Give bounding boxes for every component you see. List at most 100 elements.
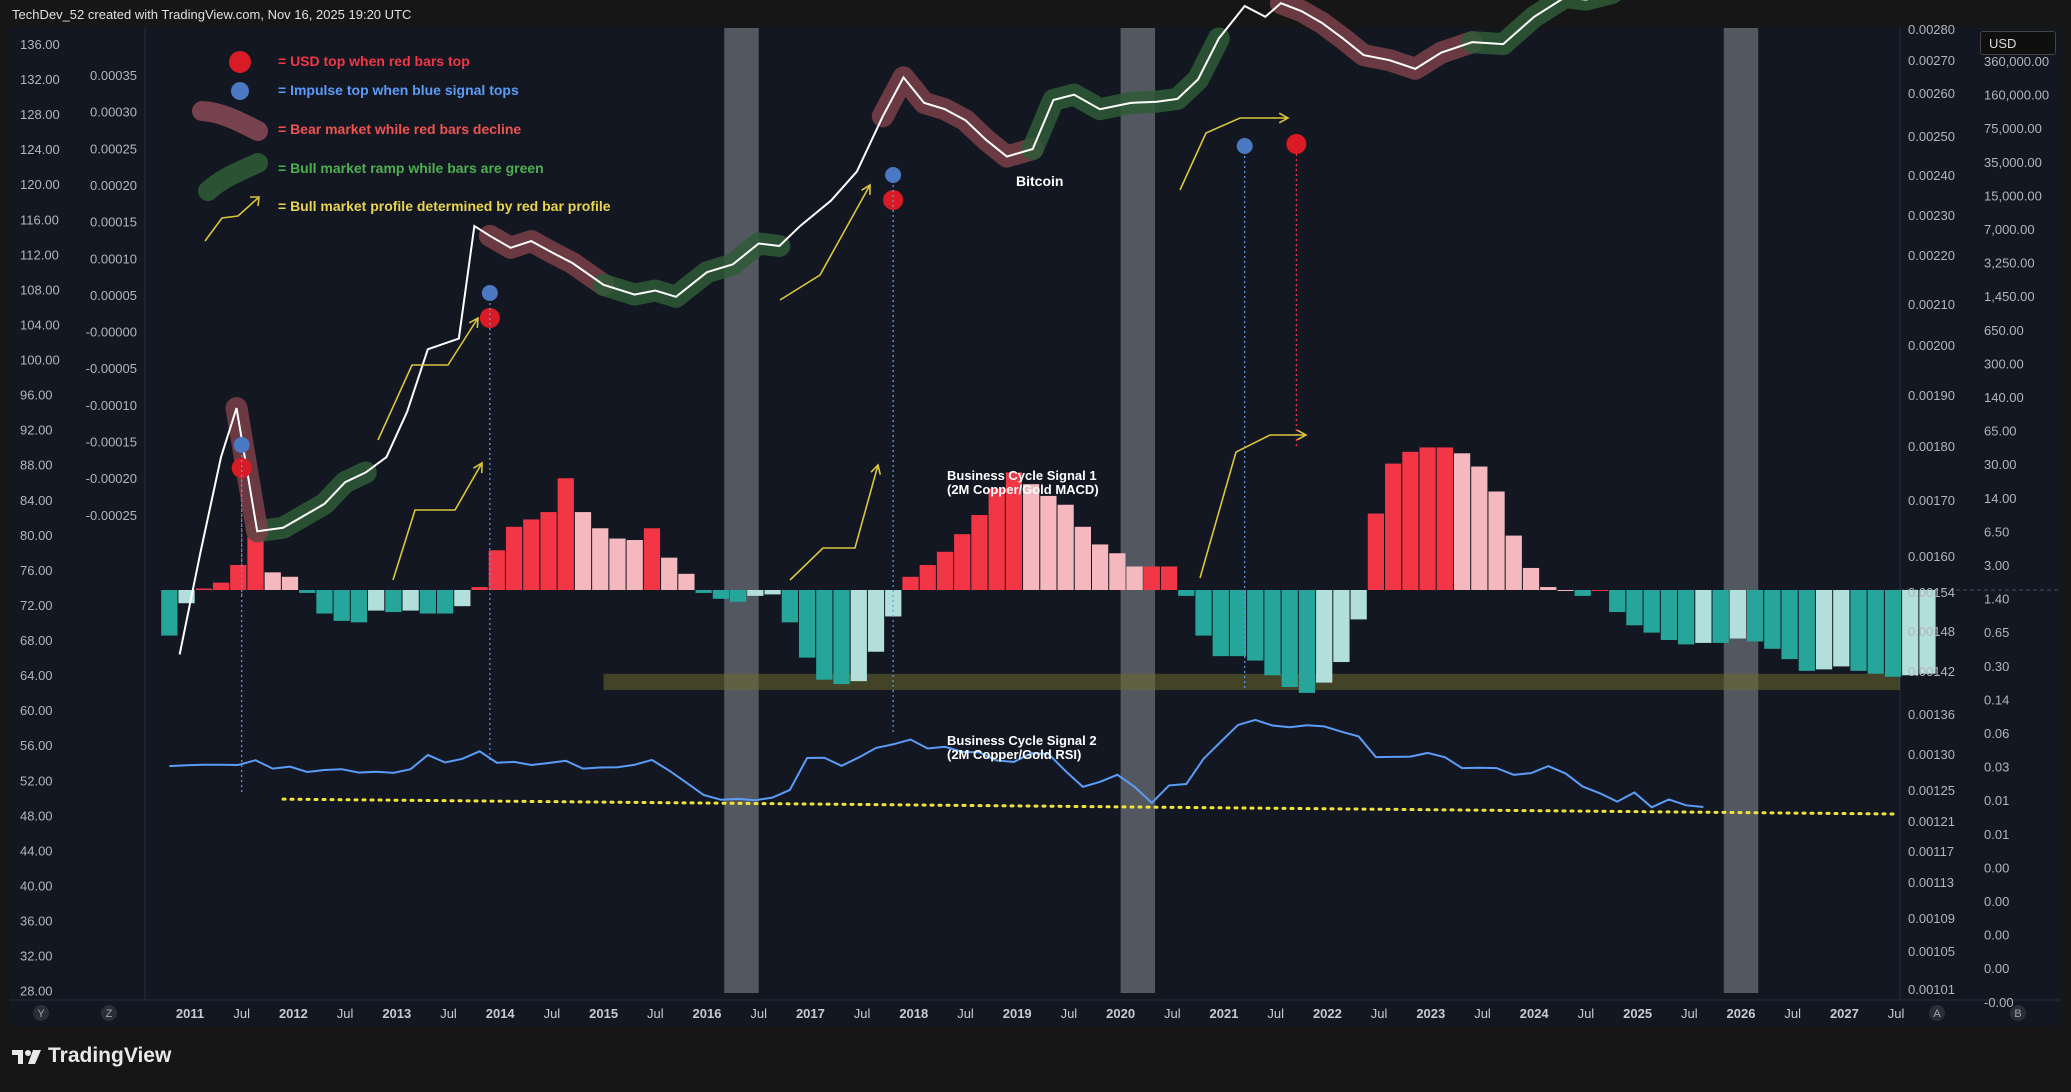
right-outer-tick-label: 1.40: [1984, 592, 2009, 607]
bull-profile-arrow: [377, 317, 479, 441]
macd-bar: [1350, 590, 1367, 620]
right-inner-tick-label: 0.00250: [1908, 129, 1955, 144]
bull-profile-arrow: [1179, 117, 1288, 191]
left-outer-tick-label: 44.00: [20, 843, 53, 858]
x-tick-label: 2015: [589, 1006, 618, 1021]
signal1-title: Business Cycle Signal 1: [947, 468, 1097, 483]
macd-bar: [230, 565, 247, 590]
green-swoosh-icon: [198, 153, 268, 201]
macd-bar: [1712, 590, 1729, 643]
y-button-bg[interactable]: [33, 1005, 49, 1021]
macd-bar: [971, 515, 988, 590]
macd-bar: [316, 590, 333, 614]
b-button-bg[interactable]: [2010, 1005, 2026, 1021]
y-button-label[interactable]: Y: [37, 1008, 45, 1020]
left-inner-tick-label: 0.00010: [90, 251, 137, 266]
x-tick-label: 2014: [486, 1006, 516, 1021]
macd-bar: [368, 590, 385, 611]
macd-bar: [1091, 544, 1109, 590]
left-outer-tick-label: 48.00: [20, 808, 53, 823]
currency-badge[interactable]: USD: [1980, 31, 2056, 55]
a-button-label[interactable]: A: [1933, 1008, 1941, 1020]
macd-bar: [1057, 504, 1074, 590]
right-inner-tick-label: 0.00190: [1908, 388, 1955, 403]
left-outer-tick-label: 112.00: [20, 247, 59, 262]
macd-bar: [1591, 590, 1609, 591]
macd-bar: [678, 573, 695, 590]
x-tick-label: 2024: [1520, 1006, 1550, 1021]
macd-bar: [212, 582, 230, 590]
z-button[interactable]: Z: [101, 1005, 117, 1021]
macd-bar: [1643, 590, 1660, 633]
b-button[interactable]: B: [2010, 1005, 2026, 1021]
x-tick-label: Jul: [1474, 1006, 1491, 1021]
macd-bar: [557, 478, 574, 590]
right-outer-tick-label: -0.00: [1984, 995, 2014, 1010]
signal2-rsi-group: [169, 718, 1898, 816]
macd-bar: [1609, 590, 1626, 613]
bull-profile-arrowhead: [1278, 112, 1290, 124]
a-button[interactable]: A: [1929, 1005, 1945, 1021]
x-tick-label: Jul: [1784, 1006, 1801, 1021]
right-outer-tick-label: 3,250.00: [1984, 256, 2035, 271]
right-outer-tick-label: 1,450.00: [1984, 289, 2035, 304]
right-outer-tick-label: 65.00: [1984, 424, 2017, 439]
right-outer-tick-label: 35,000.00: [1984, 155, 2042, 170]
macd-bar: [1781, 590, 1798, 660]
time-axis-bar: [10, 1000, 2061, 1026]
right-inner-tick-label: 0.00105: [1908, 944, 1955, 959]
right-outer-tick-label: 15,000.00: [1984, 188, 2042, 203]
macd-bar: [1402, 451, 1419, 590]
right-inner-tick-label: 0.00280: [1908, 22, 1955, 37]
profile-arrows: [377, 112, 1308, 581]
left-inner-tick-label: 0.00025: [90, 141, 137, 156]
legend-item-usd-top: = USD top when red bars top: [278, 53, 470, 69]
macd-bar: [1695, 590, 1712, 643]
left-outer-tick-label: 60.00: [20, 703, 53, 718]
z-button-bg[interactable]: [101, 1005, 117, 1021]
right-inner-tick-label: 0.00160: [1908, 549, 1955, 564]
bull-profile-arrow: [789, 464, 879, 581]
macd-bar: [1488, 491, 1505, 590]
macd-bar: [1919, 590, 1936, 674]
right-inner-tick-label: 0.00130: [1908, 747, 1955, 762]
x-tick-label: Jul: [1888, 1006, 1905, 1021]
legend-item-bear-market: = Bear market while red bars decline: [278, 121, 521, 137]
x-tick-label: Jul: [750, 1006, 767, 1021]
y-button[interactable]: Y: [33, 1005, 49, 1021]
attribution-text: TechDev_52 created with TradingView.com,…: [12, 7, 411, 22]
macd-bar: [850, 590, 867, 682]
legend-item-bull-profile: = Bull market profile determined by red …: [278, 198, 611, 214]
macd-bar: [1247, 590, 1264, 661]
usd-top-marker: [231, 458, 252, 478]
right-outer-tick-label: 0.00: [1984, 961, 2009, 976]
macd-bar: [661, 557, 678, 590]
rsi-line: [169, 718, 1704, 809]
macd-bar: [592, 528, 609, 590]
legend: = USD top when red bars top = Impulse to…: [192, 51, 611, 242]
highlighted-zone-band: [603, 673, 1900, 690]
macd-bar: [1264, 590, 1281, 676]
macd-bar: [764, 590, 781, 595]
x-tick-label: Jul: [233, 1006, 250, 1021]
macd-bar: [781, 590, 798, 623]
macd-bar: [1746, 590, 1764, 642]
bull-profile-arrow: [392, 462, 483, 581]
z-button-label[interactable]: Z: [106, 1008, 113, 1020]
a-button-bg[interactable]: [1929, 1005, 1945, 1021]
macd-bar: [419, 590, 436, 614]
left-inner-tick-label: 0.00015: [90, 215, 137, 230]
right-inner-tick-label: 0.00220: [1908, 248, 1955, 263]
macd-bar: [385, 590, 402, 613]
macd-bar: [643, 528, 661, 590]
impulse-top-marker: [885, 167, 902, 183]
macd-bar: [1626, 590, 1643, 626]
right-inner-tick-label: 0.00136: [1908, 707, 1955, 722]
left-outer-tick-label: 72.00: [20, 598, 53, 613]
x-tick-label: 2022: [1313, 1006, 1342, 1021]
b-button-label[interactable]: B: [2014, 1008, 2021, 1020]
right-outer-tick-label: 160,000.00: [1984, 88, 2049, 103]
signal2-title: Business Cycle Signal 2: [947, 733, 1097, 748]
shaded-periods: [724, 28, 1759, 993]
